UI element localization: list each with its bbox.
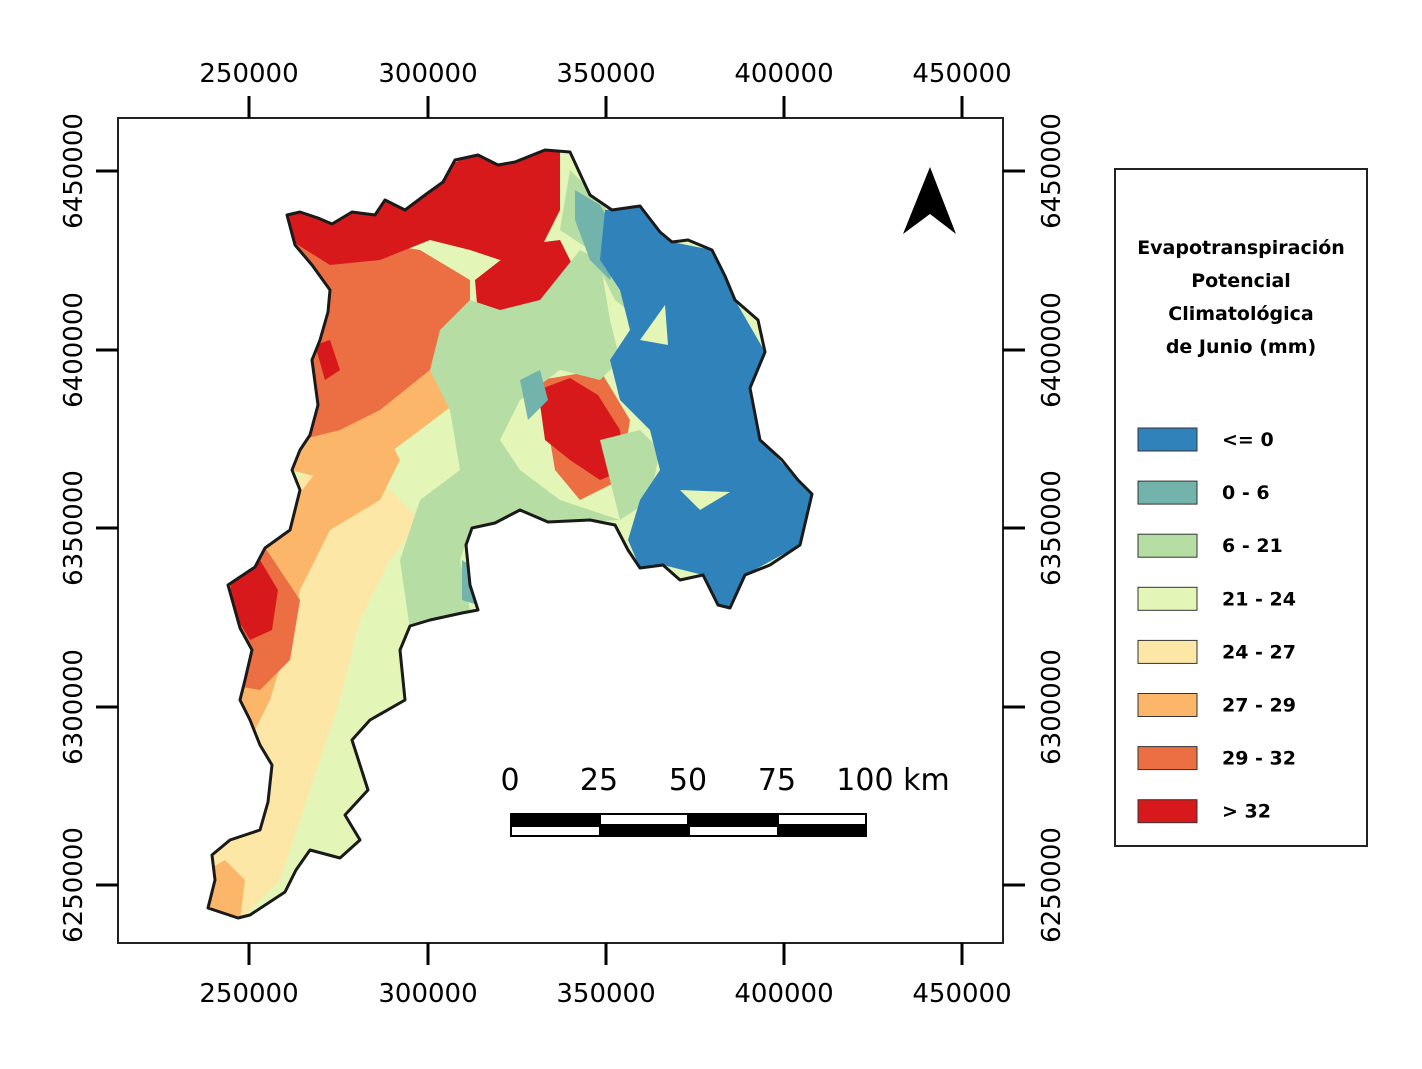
legend-swatch — [1137, 427, 1198, 452]
x-tick-label-bottom: 350000 — [556, 979, 655, 1009]
scale-label: 25 — [580, 763, 618, 798]
y-tick-label-left: 6300000 — [59, 649, 89, 765]
y-tick-label-right: 6300000 — [1037, 649, 1067, 765]
region-outline — [206, 148, 814, 920]
legend-label: 21 - 24 — [1222, 588, 1296, 610]
y-tick-label-right: 6250000 — [1037, 827, 1067, 943]
scale-label: 50 — [669, 763, 707, 798]
x-tick-label-top: 250000 — [199, 59, 298, 89]
scale-bar — [510, 813, 867, 837]
legend-swatch — [1137, 586, 1198, 611]
scale-label: 0 — [500, 763, 519, 798]
legend-title: Climatológica — [1168, 303, 1314, 325]
legend-box — [1114, 168, 1368, 847]
legend-label: 6 - 21 — [1222, 535, 1283, 557]
y-tick-label-left: 6400000 — [59, 292, 89, 408]
legend-swatch — [1137, 480, 1198, 505]
x-tick-label-bottom: 450000 — [912, 979, 1011, 1009]
y-tick-label-left: 6350000 — [59, 470, 89, 586]
north-arrow-icon — [903, 167, 956, 234]
x-tick-label-top: 350000 — [556, 59, 655, 89]
y-tick-label-left: 6450000 — [59, 113, 89, 229]
y-tick-label-right: 6350000 — [1037, 470, 1067, 586]
legend-label: <= 0 — [1222, 429, 1274, 451]
legend-swatch — [1137, 693, 1198, 717]
x-tick-label-top: 400000 — [734, 59, 833, 89]
zone-6-21 — [400, 250, 620, 630]
legend-title: Potencial — [1191, 270, 1291, 292]
x-tick-label-bottom: 250000 — [199, 979, 298, 1009]
legend-swatch — [1137, 746, 1198, 771]
x-tick-label-bottom: 400000 — [734, 979, 833, 1009]
legend-swatch — [1137, 799, 1198, 824]
legend-label: 24 - 27 — [1222, 641, 1296, 663]
x-tick-label-top: 300000 — [378, 59, 477, 89]
y-tick-label-right: 6400000 — [1037, 292, 1067, 408]
y-tick-label-left: 6250000 — [59, 827, 89, 943]
zone-27-29 — [208, 860, 245, 918]
legend-swatch — [1137, 533, 1198, 558]
scale-label: 75 — [758, 763, 796, 798]
zone-gt-32 — [280, 150, 560, 265]
legend-label: 27 - 29 — [1222, 695, 1296, 717]
legend-items: <= 0 0 - 6 6 - 21 21 - 24 24 - 27 27 - 29 29 -… — [1137, 427, 1296, 824]
legend-swatch — [1137, 639, 1198, 664]
zone-le-0 — [600, 206, 812, 608]
scale-label: 100 km — [836, 763, 949, 798]
x-tick-label-bottom: 300000 — [378, 979, 477, 1009]
legend-label: 29 - 32 — [1222, 748, 1296, 770]
legend-title: de Junio (mm) — [1166, 336, 1316, 358]
y-tick-label-right: 6450000 — [1037, 113, 1067, 229]
axis-ticks — [96, 96, 1025, 965]
x-tick-label-top: 450000 — [912, 59, 1011, 89]
legend-title: Evapotranspiración — [1137, 237, 1345, 259]
legend-label: 0 - 6 — [1222, 482, 1270, 504]
legend-label: > 32 — [1222, 801, 1271, 823]
